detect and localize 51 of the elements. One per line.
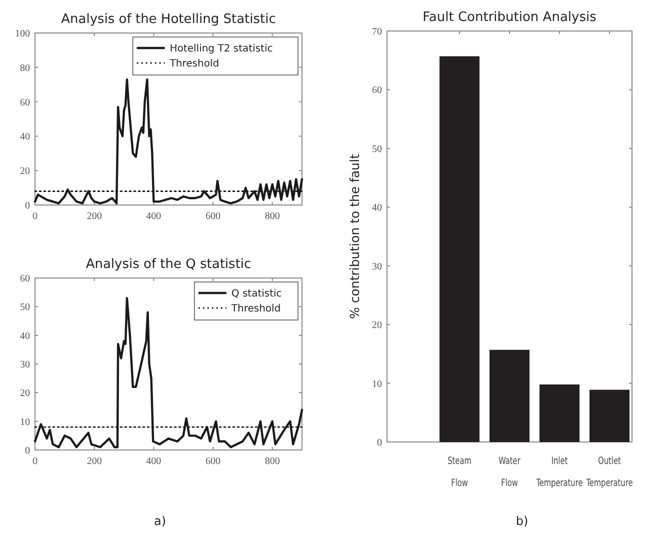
bar — [590, 390, 630, 442]
y-tick-label: 0 — [25, 446, 30, 456]
x-tick-label: 200 — [86, 456, 102, 467]
x-tick-label: 600 — [206, 456, 220, 467]
y-tick-label: 60 — [20, 274, 30, 284]
x-tick-label: Water Flow — [498, 456, 521, 490]
y-tick-label: 60 — [20, 97, 30, 108]
y-tick-label: 20 — [20, 166, 30, 178]
y-tick-label: 10 — [372, 378, 382, 390]
x-tick-label: 400 — [146, 211, 162, 222]
y-tick-label: 0 — [25, 200, 30, 212]
x-tick-label: Inlet Temperature — [535, 456, 583, 490]
y-tick-label: 20 — [20, 388, 30, 400]
y-tick-label: 60 — [372, 85, 382, 96]
y-tick-label: 100 — [15, 28, 30, 40]
legend-label: Threshold — [230, 304, 281, 314]
y-tick-label: 40 — [20, 330, 30, 342]
bar — [540, 384, 580, 442]
chart-title: Analysis of the Q statistic — [86, 257, 252, 272]
y-tick-label: 40 — [20, 132, 30, 143]
chart-title: Analysis of the Hotelling Statistic — [61, 12, 276, 27]
x-tick-label: Outlet Temperature — [585, 456, 633, 490]
bar — [490, 350, 530, 442]
legend-label: Threshold — [168, 58, 220, 70]
line-series — [34, 78, 304, 204]
legend-label: Hotelling T2 statistic — [170, 44, 273, 54]
x-tick-label: 800 — [264, 211, 280, 222]
line-series — [34, 296, 304, 448]
x-tick-label: 800 — [264, 456, 280, 467]
y-tick-label: 0 — [377, 438, 382, 448]
y-tick-label: 20 — [372, 320, 382, 332]
x-tick-label: 200 — [86, 211, 102, 222]
text: b) — [516, 514, 528, 528]
chart-title: Fault Contribution Analysis — [422, 10, 597, 25]
text: a) — [154, 514, 166, 528]
y-tick-label: 70 — [372, 26, 382, 38]
y-tick-label: 40 — [372, 202, 382, 214]
x-tick-label: Steam Flow — [448, 456, 472, 490]
x-tick-label: 400 — [146, 456, 162, 467]
legend-label: Q statistic — [231, 288, 282, 300]
x-tick-label: 0 — [32, 211, 38, 222]
y-tick-label: 30 — [20, 360, 30, 370]
y-tick-label: 50 — [20, 302, 30, 314]
y-tick-label: 80 — [20, 62, 30, 74]
y-axis-title: % contribution to the fault — [347, 154, 362, 319]
x-tick-label: 0 — [32, 456, 38, 467]
y-tick-label: 30 — [372, 261, 382, 272]
y-tick-label: 50 — [372, 144, 382, 155]
y-tick-label: 10 — [20, 416, 30, 428]
bar — [440, 56, 480, 442]
x-tick-label: 600 — [206, 211, 220, 222]
